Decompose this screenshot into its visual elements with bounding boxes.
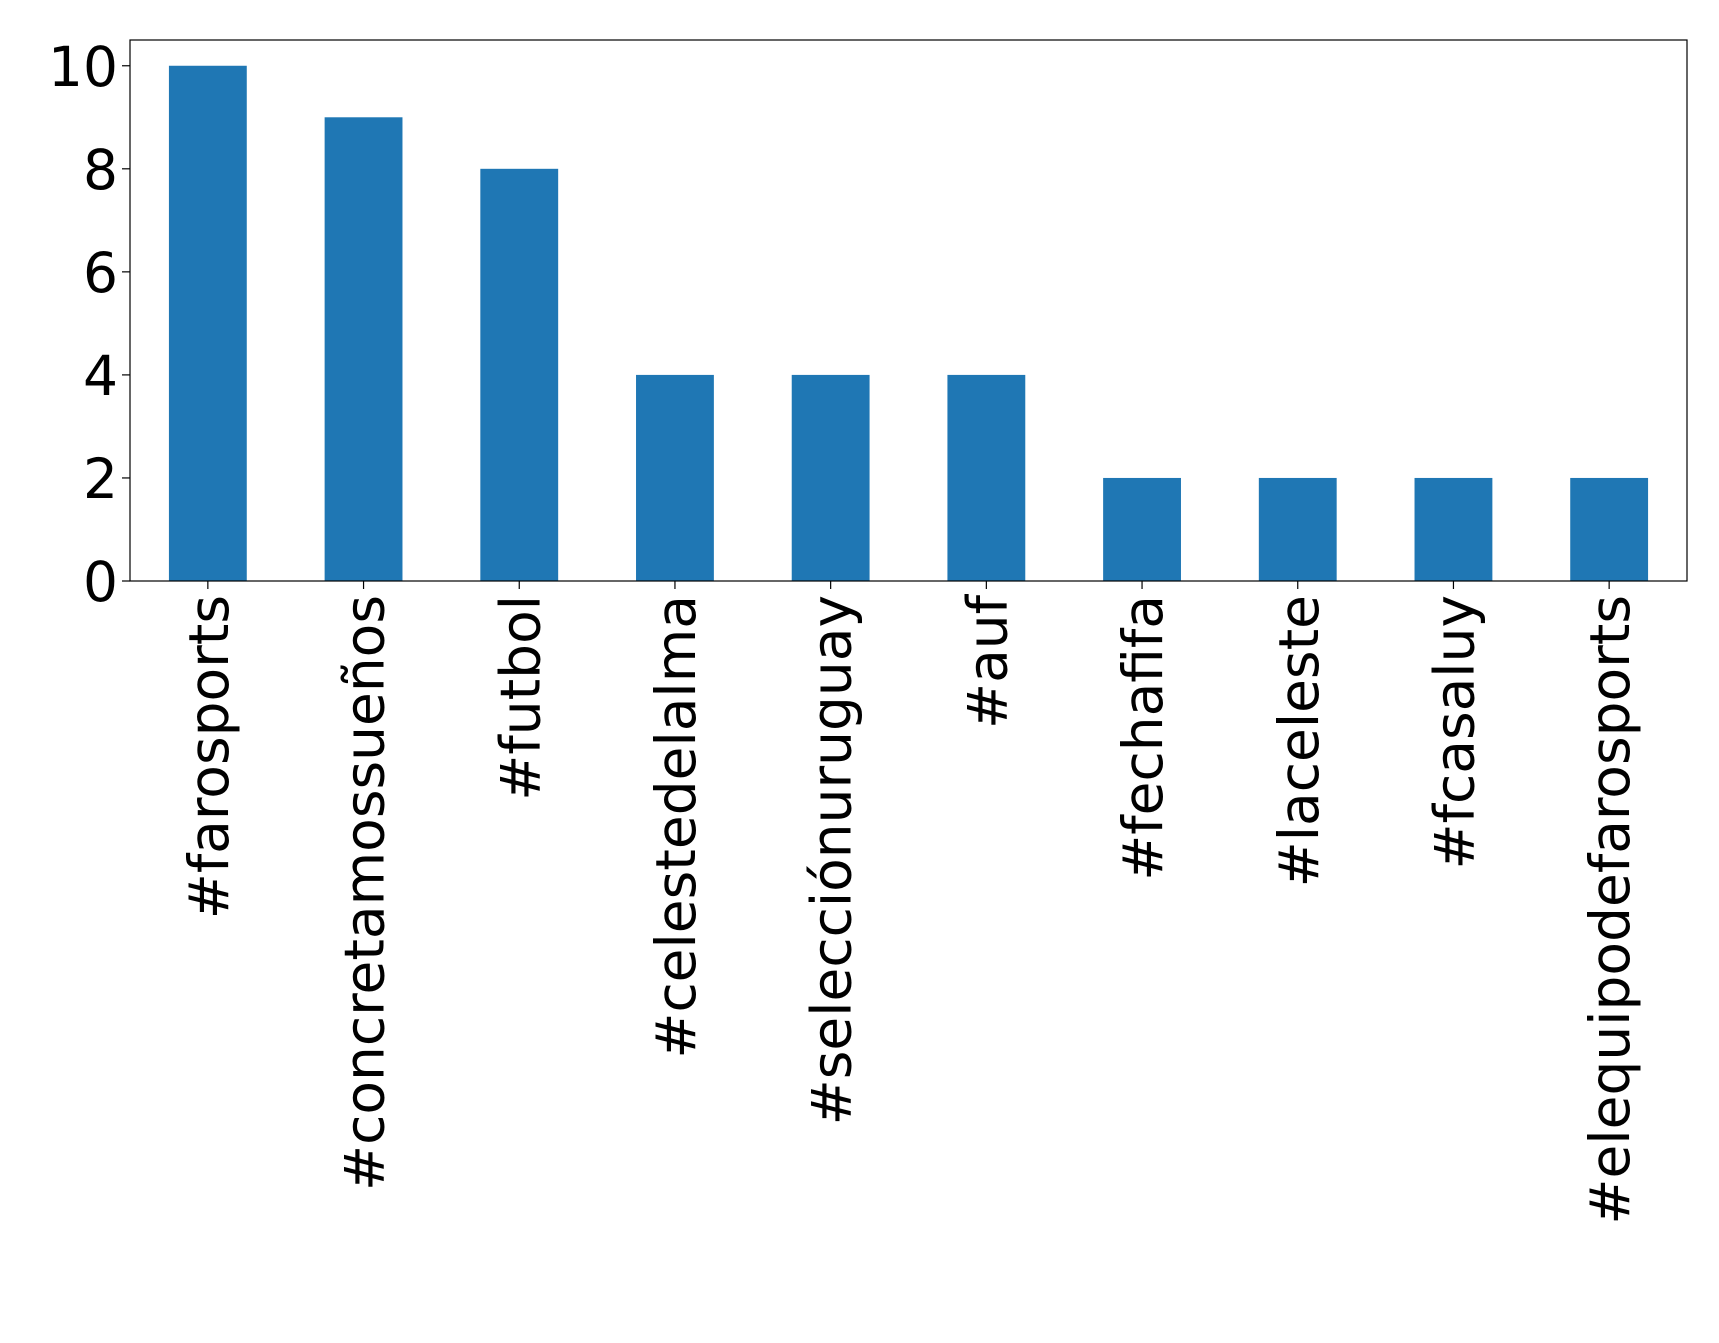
plot-frame (129, 39, 1688, 582)
x-tick-label: #laceleste (1267, 595, 1331, 887)
bar (324, 117, 403, 582)
bar (1414, 477, 1493, 581)
bar (791, 374, 870, 581)
x-tick-label: #futbol (488, 595, 552, 801)
y-tick-label: 6 (83, 241, 118, 305)
y-tick-label: 10 (48, 35, 118, 99)
x-tick-label: #celestedelalma (644, 595, 708, 1059)
bar (168, 65, 247, 581)
y-tick-label: 4 (83, 344, 118, 408)
y-tick-label: 8 (83, 138, 118, 202)
bar (947, 374, 1026, 581)
bar (1258, 477, 1337, 581)
bar (636, 374, 714, 581)
x-tick-label: #farosports (177, 595, 241, 919)
x-tick-label: #fcasaluy (1422, 595, 1486, 869)
x-tick-label: #concretamossueños (333, 595, 397, 1191)
bar (480, 168, 559, 582)
x-tick-label: #elequipodefarosports (1578, 595, 1642, 1225)
y-tick-label: 0 (83, 550, 118, 614)
y-tick-label: 2 (83, 447, 118, 511)
bar (1103, 477, 1181, 581)
x-tick-label: #fechafifa (1111, 595, 1175, 881)
x-tick-label: #selecciónuruguay (800, 595, 864, 1125)
x-tick-label: #auf (955, 593, 1019, 729)
bar (1570, 477, 1649, 581)
